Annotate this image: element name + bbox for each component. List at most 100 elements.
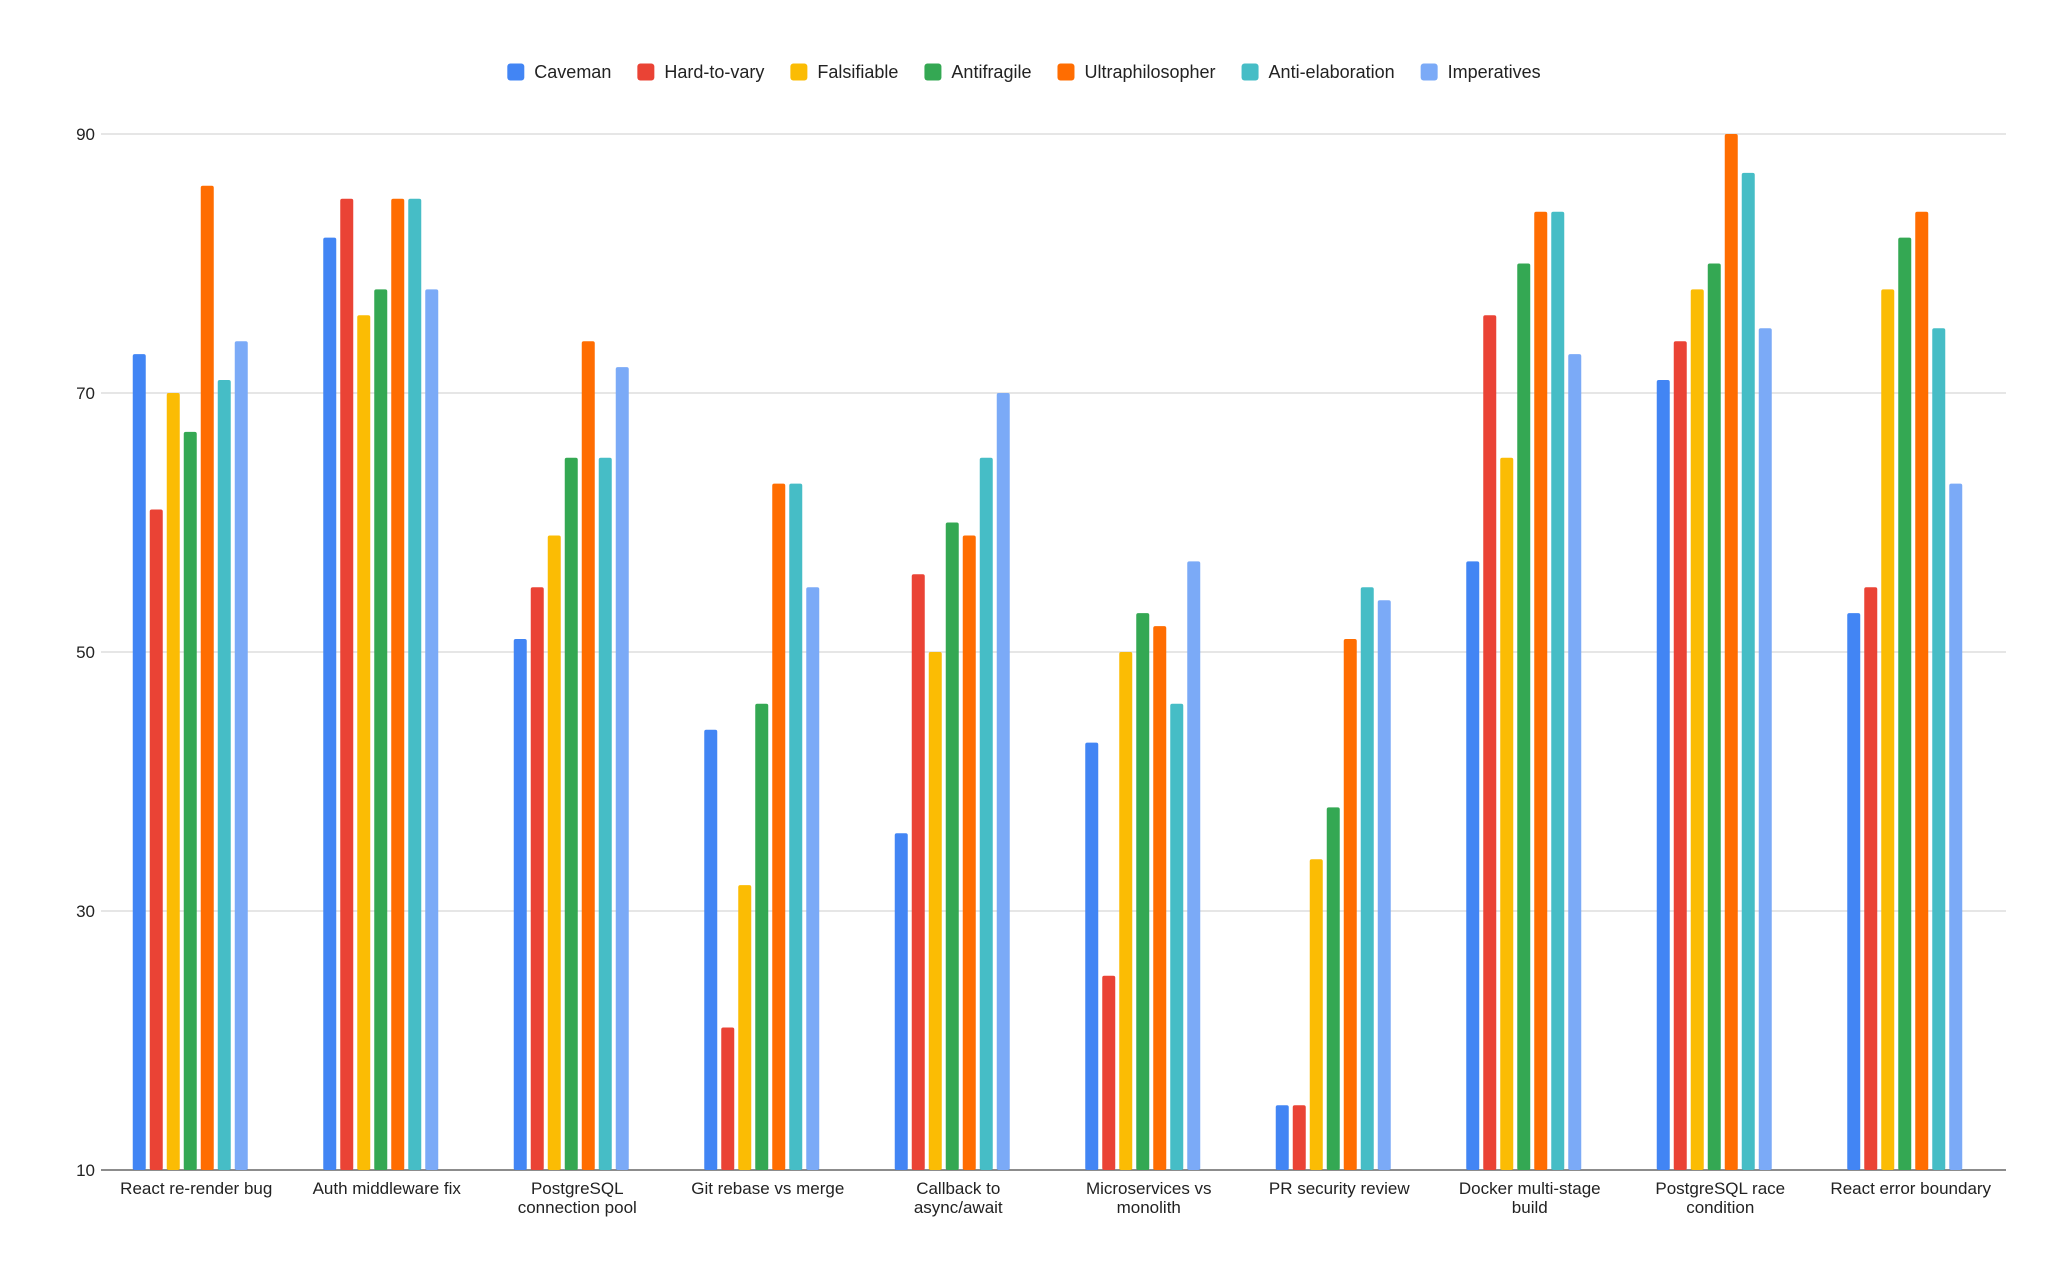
bar-falsifiable <box>1500 457 1514 1170</box>
x-tick-label: PostgreSQL connection pool <box>518 1179 637 1217</box>
bar-falsifiable <box>1119 652 1133 1170</box>
bar-hard-to-vary <box>1864 587 1878 1170</box>
legend: Caveman Hard-to-vary Falsifiable Antifragil… <box>507 62 1541 82</box>
bar-imperatives <box>806 587 820 1170</box>
legend-swatch <box>507 63 525 81</box>
bar-imperatives <box>1949 483 1963 1170</box>
legend-item-antifragile: Antifragile <box>924 62 1031 82</box>
bar-anti-elaboration <box>1932 328 1946 1170</box>
bar-anti-elaboration <box>1551 211 1565 1170</box>
bar-hard-to-vary <box>340 198 354 1170</box>
bar-antifragile <box>564 457 578 1170</box>
bar-ultraphilosopher <box>1534 211 1548 1170</box>
bar-falsifiable <box>738 885 752 1170</box>
bar-caveman <box>513 639 527 1170</box>
bar-imperatives <box>1187 561 1201 1170</box>
legend-swatch <box>790 63 808 81</box>
x-tick-label: PostgreSQL race condition <box>1655 1179 1785 1217</box>
bar-ultraphilosopher <box>772 483 786 1170</box>
bar-falsifiable <box>547 535 561 1170</box>
bar-anti-elaboration <box>408 198 422 1170</box>
legend-label: Hard-to-vary <box>664 62 764 82</box>
y-tick-label: 70 <box>76 384 95 403</box>
bar-anti-elaboration <box>1170 703 1184 1170</box>
bar-imperatives <box>234 341 248 1170</box>
legend-label: Antifragile <box>951 62 1031 82</box>
legend-item-anti-elaboration: Anti-elaboration <box>1241 62 1395 82</box>
bar-anti-elaboration <box>217 380 231 1170</box>
bar-caveman <box>704 729 718 1170</box>
x-tick-label: React re-render bug <box>120 1179 272 1198</box>
bars <box>132 134 1963 1171</box>
bar-caveman <box>1085 742 1099 1170</box>
x-tick-label: Docker multi-stage build <box>1459 1179 1601 1217</box>
bar-hard-to-vary <box>1102 975 1116 1170</box>
bar-anti-elaboration <box>1360 587 1374 1170</box>
bar-antifragile <box>374 289 388 1170</box>
bar-hard-to-vary <box>911 574 925 1170</box>
y-tick-label: 90 <box>76 125 95 144</box>
x-tick-label: Callback to async/await <box>914 1179 1003 1217</box>
bar-antifragile <box>1517 263 1531 1170</box>
bar-antifragile <box>1898 237 1912 1171</box>
bar-ultraphilosopher <box>962 535 976 1170</box>
legend-item-falsifiable: Falsifiable <box>790 62 898 82</box>
bar-hard-to-vary <box>149 509 163 1170</box>
bar-anti-elaboration <box>598 457 612 1170</box>
bar-caveman <box>1847 613 1861 1170</box>
legend-label: Caveman <box>534 62 611 82</box>
bar-hard-to-vary <box>1673 341 1687 1170</box>
bar-anti-elaboration <box>979 457 993 1170</box>
bar-caveman <box>1466 561 1480 1170</box>
bar-ultraphilosopher <box>1153 626 1167 1170</box>
bar-anti-elaboration <box>789 483 803 1170</box>
x-tick-label: Git rebase vs merge <box>691 1179 844 1198</box>
bar-imperatives <box>615 367 629 1171</box>
legend-item-hard-to-vary: Hard-to-vary <box>637 62 764 82</box>
bar-ultraphilosopher <box>1724 134 1738 1170</box>
legend-item-imperatives: Imperatives <box>1420 62 1541 82</box>
bar-antifragile <box>1326 807 1340 1170</box>
bar-antifragile <box>1707 263 1721 1170</box>
bar-hard-to-vary <box>530 587 544 1170</box>
bar-caveman <box>132 354 146 1170</box>
x-tick-label: Microservices vs monolith <box>1086 1179 1212 1217</box>
y-tick-label: 10 <box>76 1161 95 1180</box>
bar-caveman <box>894 833 908 1170</box>
bar-ultraphilosopher <box>200 185 214 1171</box>
legend-label: Ultraphilosopher <box>1084 62 1215 82</box>
y-tick-label: 50 <box>76 643 95 662</box>
bar-antifragile <box>1136 613 1150 1170</box>
legend-swatch <box>637 63 655 81</box>
bar-falsifiable <box>1690 289 1704 1170</box>
legend-swatch <box>1241 63 1259 81</box>
bar-anti-elaboration <box>1741 172 1755 1171</box>
bar-hard-to-vary <box>1483 315 1497 1170</box>
bar-falsifiable <box>357 315 371 1170</box>
bar-ultraphilosopher <box>1915 211 1929 1170</box>
bar-ultraphilosopher <box>581 341 595 1170</box>
bar-falsifiable <box>1309 859 1323 1170</box>
legend-swatch <box>1057 63 1075 81</box>
legend-item-ultraphilosopher: Ultraphilosopher <box>1057 62 1216 82</box>
bar-falsifiable <box>928 652 942 1170</box>
x-axis: React re-render bug Auth middleware fix Po… <box>120 1179 1991 1217</box>
bar-imperatives <box>996 393 1010 1170</box>
y-axis: 10 30 50 70 90 <box>76 125 95 1180</box>
bar-caveman <box>1656 380 1670 1170</box>
bar-antifragile <box>755 703 769 1170</box>
bar-falsifiable <box>166 393 180 1170</box>
bar-caveman <box>1275 1105 1289 1170</box>
legend-label: Anti-elaboration <box>1269 62 1395 82</box>
bar-imperatives <box>1568 354 1582 1170</box>
bar-imperatives <box>1377 600 1391 1170</box>
bar-antifragile <box>945 522 959 1170</box>
bar-falsifiable <box>1881 289 1895 1170</box>
bar-caveman <box>323 237 337 1171</box>
legend-swatch <box>1420 63 1438 81</box>
x-tick-label: Auth middleware fix <box>313 1179 462 1198</box>
x-tick-label: React error boundary <box>1830 1179 1991 1198</box>
x-tick-label: PR security review <box>1269 1179 1410 1198</box>
